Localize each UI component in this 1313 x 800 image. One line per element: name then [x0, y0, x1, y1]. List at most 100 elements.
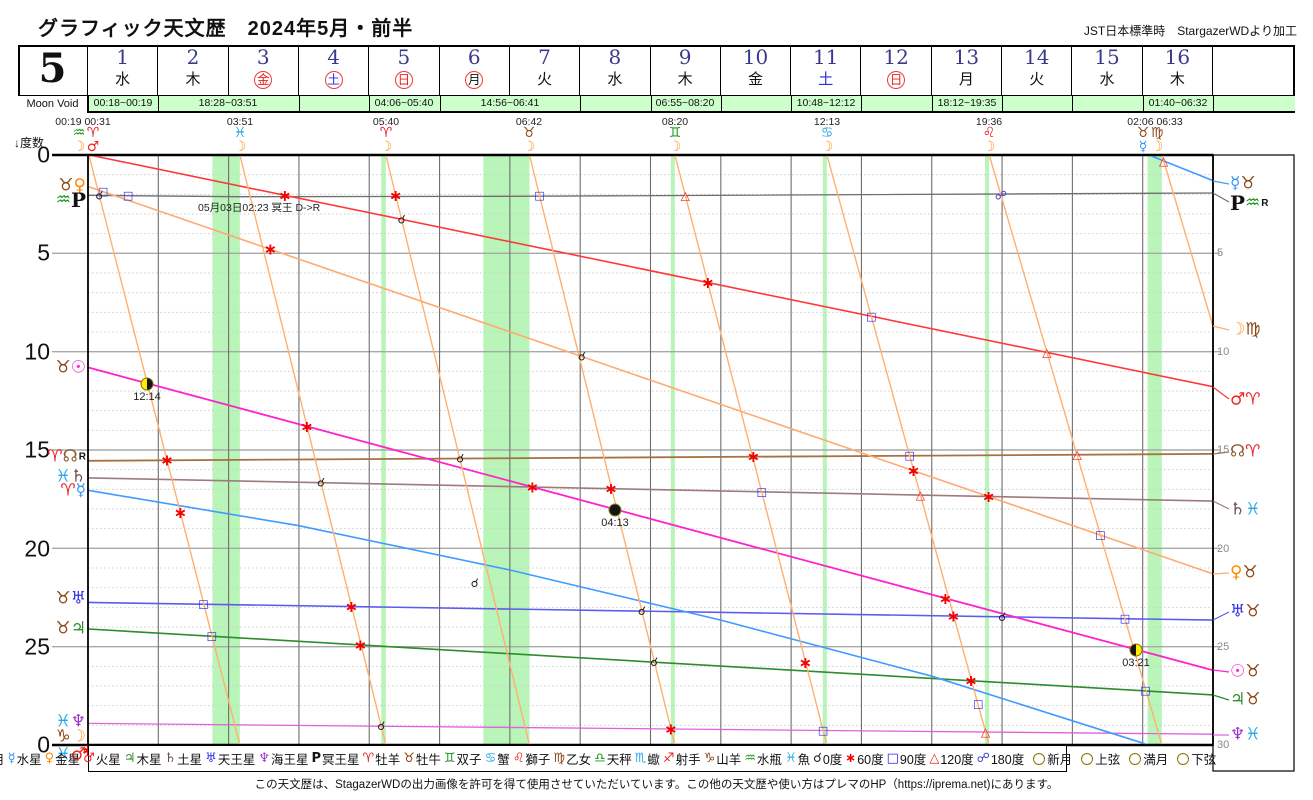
ingress-glyphs: ♉ ☽ — [522, 126, 536, 154]
right-axis-tick: 25 — [1217, 641, 1230, 653]
planet-label-left: ♓ ♄ — [56, 468, 87, 486]
aspect-marker: ∗ — [389, 186, 402, 205]
planet-label-left: ♉ ☉ — [56, 357, 87, 378]
moon-phase-lq-marker — [140, 377, 154, 391]
ingress-glyphs: ♓ ☽ — [233, 126, 247, 155]
day-weekday: 水 — [607, 71, 623, 88]
planet-label-left: ♉ ♅ — [56, 590, 87, 608]
legend-planet: ♅ 天王星 — [205, 751, 256, 767]
legend-planet: ♀ 金星 — [44, 751, 81, 767]
glyph-icon: ☿ — [75, 480, 86, 501]
aspect-marker: ☌ — [377, 719, 385, 733]
void-cell-border — [369, 95, 371, 113]
day-cell: 13 月 — [932, 45, 1003, 95]
day-number: 16 — [1164, 45, 1191, 69]
aspect-marker: □ — [1140, 684, 1150, 697]
void-cell-border — [1002, 95, 1004, 113]
aspect-marker: ☌ — [471, 576, 479, 590]
left-axis-tick: 25 — [24, 633, 50, 660]
right-axis-tick: 15 — [1217, 444, 1230, 456]
aspect-marker: □ — [904, 449, 914, 462]
legend-sign: ♑ 山羊 — [703, 751, 742, 767]
aspect-marker: □ — [973, 698, 983, 711]
day-number: 4 — [327, 45, 340, 69]
zodiac-sign-icon: ♒ — [72, 125, 86, 141]
planet-icon: ♂ — [86, 139, 100, 155]
moon-icon: ☽ — [1150, 139, 1164, 155]
day-number: 11 — [813, 45, 839, 69]
left-axis-tick: 5 — [37, 239, 50, 266]
aspect-marker: ☌ — [650, 655, 658, 669]
aspect-marker: □ — [123, 189, 133, 202]
right-axis-tick: 10 — [1217, 346, 1230, 358]
page-title: グラフィック天文歴 2024年5月・前半 — [38, 18, 414, 40]
moon-void-time: 18:12~19:35 — [937, 97, 997, 109]
moon-void-time: 06:55~08:20 — [655, 97, 715, 109]
planet-label-left: ♉ ♀ — [58, 177, 86, 195]
day-cell: 11 土 — [791, 45, 862, 95]
legend-sign: ♏ 蠍 — [634, 751, 660, 767]
aspect-marker: ∗ — [354, 635, 367, 654]
aspect-marker: △ — [1073, 448, 1083, 462]
ingress-time: 03:51 — [226, 116, 254, 128]
aspect-marker: □ — [1120, 612, 1130, 625]
moon-icon: ☽ — [233, 139, 247, 155]
planet-label-left: ♈ ☿ — [60, 480, 86, 501]
planet-line-saturn — [87, 477, 1214, 502]
aspect-marker: □ — [207, 630, 217, 643]
label-leader-line — [1212, 694, 1230, 701]
legend-sign: ♌ 獅子 — [512, 751, 551, 767]
day-weekday: 土 — [818, 71, 834, 88]
glyph-icon: ♓ — [55, 744, 71, 765]
ingress-glyphs: ♉ ☿ ♍ ☽ — [1136, 126, 1164, 155]
aspect-marker: ☌ — [317, 476, 325, 490]
label-leader-line — [1212, 451, 1230, 455]
ingress-glyphs: ♌ ☽ — [982, 126, 996, 154]
moon-void-label: Moon Void — [18, 96, 88, 113]
label-leader-line — [1212, 572, 1230, 575]
ingress-time: 02:06 06:33 — [1127, 116, 1183, 128]
planet-label-right: ♂ ♈ — [1230, 391, 1261, 409]
zodiac-sign-icon: ♊ — [668, 125, 682, 141]
right-label-frame — [1212, 154, 1295, 772]
planet-line-pluto — [87, 192, 1214, 198]
legend-aspect: ☍ 180度 — [976, 751, 1025, 767]
aspect-marker: □ — [1095, 529, 1105, 542]
day-number: 2 — [186, 45, 200, 69]
day-number: 6 — [467, 45, 481, 69]
ingress-time: 06:42 — [515, 116, 543, 128]
planet-line-uranus — [87, 601, 1214, 621]
label-leader-line — [1212, 192, 1230, 203]
right-axis-tick: 30 — [1217, 739, 1230, 751]
legend-aspect: ∗ 60度 — [845, 751, 884, 767]
day-number: 7 — [538, 45, 551, 69]
moon-phase-lq-icon — [1177, 752, 1190, 765]
ingress-glyphs: ♒ ☽ ♈ ♂ — [72, 125, 100, 155]
planet-label-right: ☿ ♉ — [1230, 175, 1256, 193]
day-cell: 16 木 — [1143, 45, 1213, 95]
label-leader-line — [1212, 386, 1230, 400]
glyph-icon: ☉ — [70, 357, 86, 378]
ingress-time: 00:19 00:31 — [55, 116, 111, 128]
planet-label-left: ♒ P — [56, 190, 86, 210]
aspect-marker: ∗ — [964, 671, 977, 690]
legend-phase-fq: 上弦 — [1075, 749, 1120, 768]
retrograde-flag: R — [1261, 197, 1269, 209]
planet-label-left: ♓ ♂ — [55, 744, 87, 765]
glyph-icon: ♅ — [1230, 601, 1246, 622]
aspect-marker: △ — [681, 188, 691, 202]
glyph-icon: ♉ — [1242, 562, 1258, 583]
void-cell-border — [298, 95, 300, 113]
void-cell-border — [861, 95, 863, 113]
legend-planet: ♃ 木星 — [123, 751, 162, 767]
planet-label-right: ♅ ♉ — [1230, 601, 1261, 622]
legend-phase-full: 満月 — [1123, 749, 1168, 768]
legend-planet: ☽月 — [0, 749, 5, 768]
legend-sign: ♒ 水瓶 — [744, 751, 782, 767]
ingress-glyphs: ♊ ☽ — [668, 125, 682, 154]
void-cell-border — [158, 95, 160, 113]
day-cell: 15 水 — [1072, 45, 1143, 95]
planet-line-moon — [1161, 154, 1214, 327]
